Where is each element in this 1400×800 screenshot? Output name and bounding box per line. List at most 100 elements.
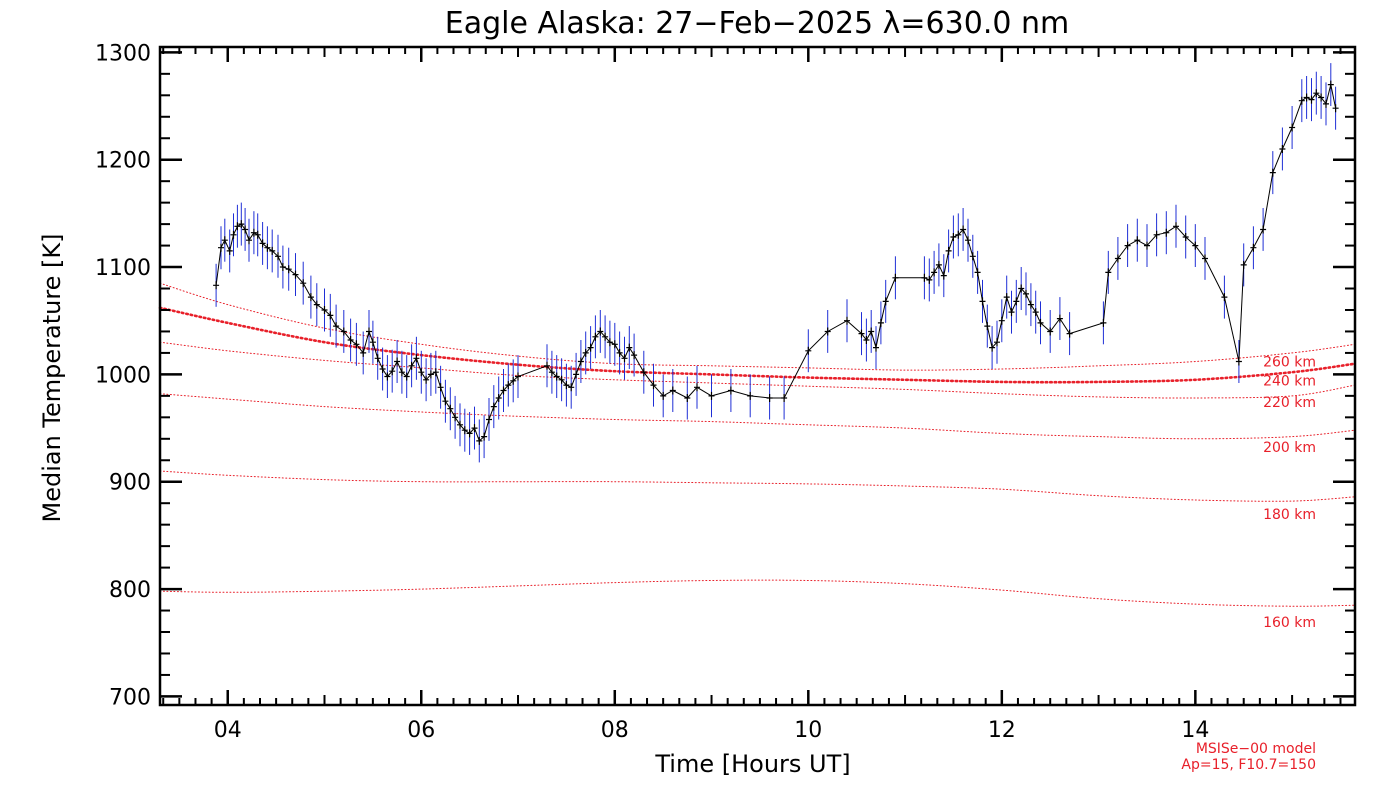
data-point — [1018, 284, 1025, 293]
y-tick-label: 1000 — [95, 363, 151, 388]
model-curve-0 — [159, 282, 1356, 371]
data-point — [945, 246, 952, 255]
plot-frame — [158, 45, 1357, 707]
data-point — [437, 383, 444, 392]
y-tick-label: 700 — [109, 685, 151, 710]
data-point — [486, 415, 492, 424]
data-point — [1289, 123, 1296, 132]
x-tick-label: 04 — [214, 718, 242, 743]
data-point — [300, 279, 307, 288]
data-point — [500, 386, 507, 395]
data-point — [1134, 236, 1141, 245]
data-point — [327, 311, 334, 320]
data-point — [935, 260, 942, 269]
data-point — [994, 338, 1000, 347]
data-point — [747, 391, 754, 400]
model-curve-label-3: 200 km — [1263, 440, 1316, 456]
x-tick-label: 10 — [794, 718, 822, 743]
data-point — [461, 426, 468, 435]
data-point — [481, 432, 488, 441]
data-point — [466, 429, 473, 438]
data-point — [476, 436, 483, 445]
data-point — [379, 365, 386, 373]
data-point — [805, 346, 812, 355]
y-tick-label: 1300 — [95, 41, 151, 66]
data-point — [432, 368, 439, 377]
data-point — [621, 354, 628, 363]
data-point — [275, 252, 281, 261]
data-point — [452, 413, 459, 422]
data-point — [1182, 233, 1189, 241]
data-point — [548, 368, 555, 377]
data-point — [1023, 289, 1029, 298]
data-point — [931, 268, 938, 277]
y-tick-label: 1200 — [95, 149, 151, 174]
data-point — [264, 243, 271, 252]
data-point — [965, 236, 971, 245]
data-point — [234, 222, 241, 231]
data-point — [684, 394, 691, 402]
data-point — [631, 351, 638, 360]
data-point — [423, 375, 430, 384]
data-point — [374, 354, 381, 363]
data-point — [360, 348, 367, 357]
model-curve-1 — [158, 306, 1357, 384]
data-point — [1235, 357, 1242, 366]
data-point — [1037, 318, 1044, 327]
data-point — [226, 246, 233, 255]
data-point — [1153, 230, 1160, 239]
data-point — [597, 327, 604, 336]
data-point — [254, 230, 261, 239]
data-point — [844, 316, 850, 325]
y-axis-label: Median Temperature [K] — [38, 233, 66, 522]
data-point — [940, 271, 947, 280]
model-curve-label-0: 260 km — [1263, 354, 1316, 370]
data-point — [824, 327, 831, 336]
data-point — [660, 391, 667, 400]
data-point — [366, 327, 372, 336]
data-point — [882, 297, 889, 306]
data-point — [640, 368, 647, 377]
data-point — [602, 332, 609, 341]
data-point — [238, 220, 245, 229]
data-point — [873, 343, 879, 352]
model-curve-2 — [159, 341, 1356, 399]
measured-line — [215, 84, 1337, 442]
data-point — [384, 372, 391, 381]
data-point — [1114, 254, 1121, 263]
data-point — [989, 343, 996, 352]
data-point — [1163, 228, 1170, 237]
x-tick-label: 06 — [407, 718, 435, 743]
data-point — [892, 273, 899, 282]
data-point — [582, 348, 589, 357]
data-point — [321, 306, 328, 314]
data-point — [457, 420, 463, 429]
measured-series — [213, 80, 1339, 445]
data-point — [544, 361, 550, 370]
data-point — [389, 367, 396, 376]
data-point — [427, 370, 434, 379]
data-point — [307, 293, 314, 302]
model-curve-label-1: 240 km — [1263, 374, 1316, 390]
data-point — [340, 327, 347, 336]
data-point — [611, 340, 618, 349]
model-curve-label-4: 180 km — [1263, 507, 1316, 523]
data-point — [1013, 297, 1020, 306]
data-point — [1032, 308, 1039, 317]
data-point — [708, 391, 715, 400]
data-point — [694, 383, 700, 392]
data-point — [510, 376, 517, 385]
data-point — [626, 343, 633, 352]
data-point — [1221, 293, 1228, 302]
data-point — [969, 252, 976, 261]
y-tick-label: 900 — [109, 471, 151, 496]
data-point — [558, 375, 565, 384]
data-point — [1269, 168, 1276, 177]
data-point — [781, 394, 788, 402]
data-point — [1250, 243, 1257, 252]
data-point — [974, 268, 981, 277]
data-point — [1100, 318, 1107, 327]
model-curve-labels: 260 km 240 km 220 km 200 km 180 km 160 km — [1263, 354, 1316, 631]
